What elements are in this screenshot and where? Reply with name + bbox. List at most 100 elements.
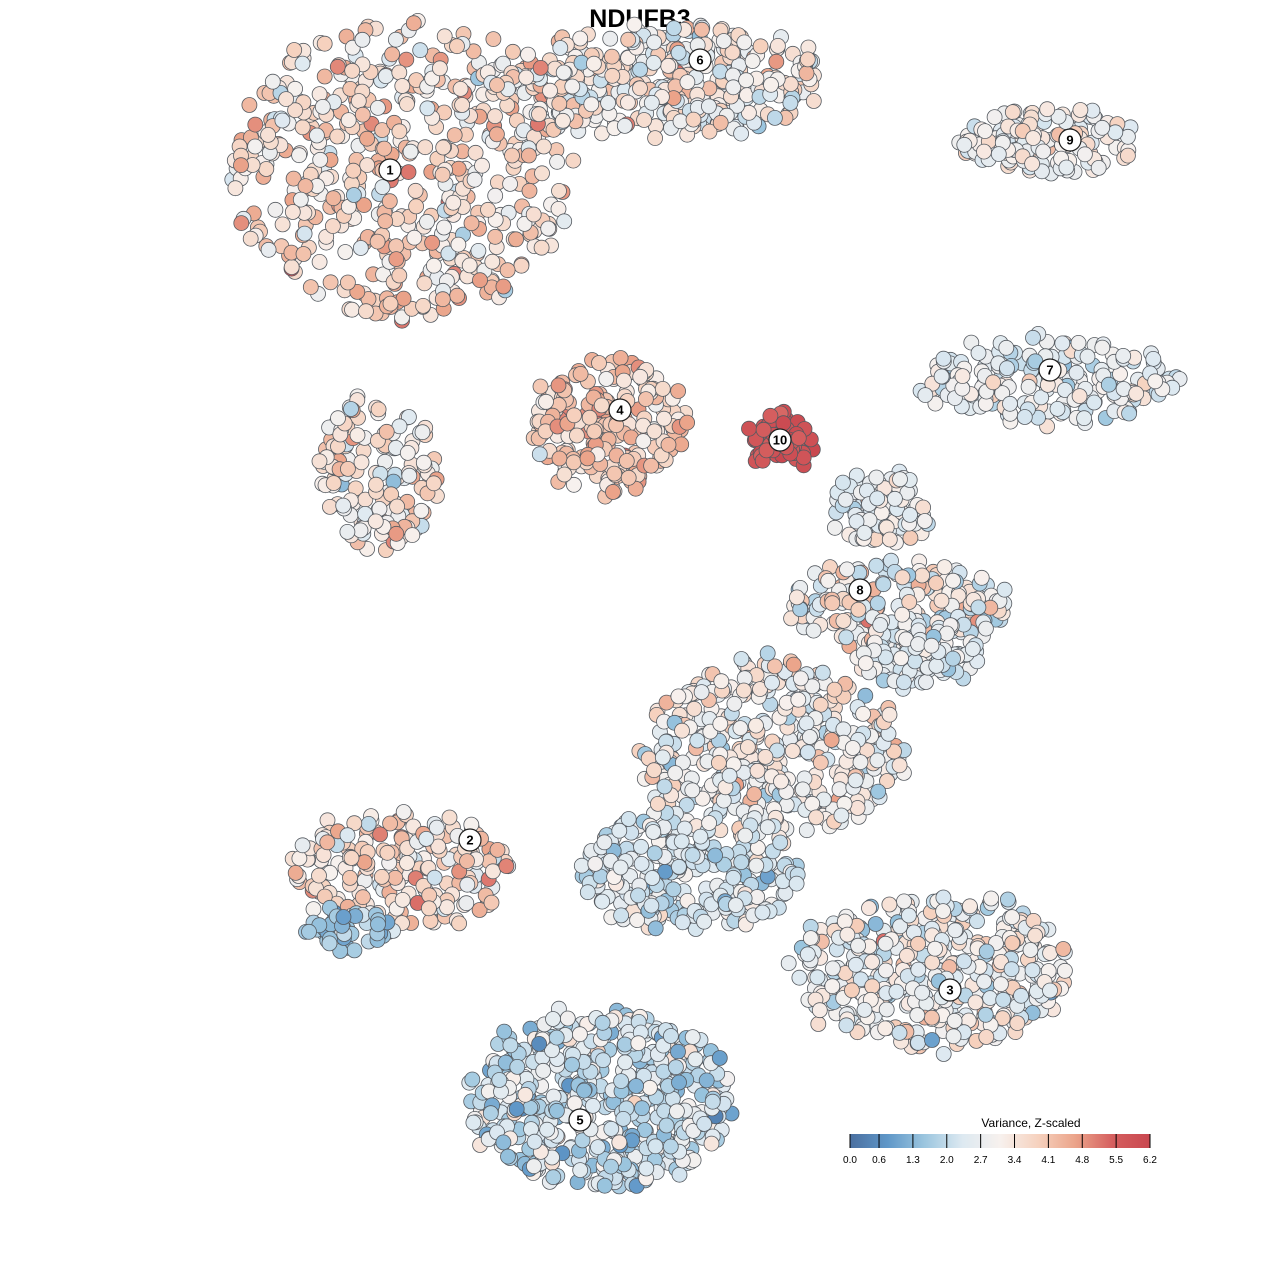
cell-point (983, 890, 999, 907)
cell-point (848, 956, 864, 973)
cell-point (824, 960, 841, 977)
cell-point (346, 942, 363, 959)
cell-point (521, 182, 538, 199)
cell-point (319, 834, 336, 851)
cell-point (733, 854, 750, 871)
cell-point (809, 969, 826, 986)
cell-point (856, 525, 873, 541)
cell-point (564, 1056, 580, 1073)
cell-point (956, 953, 972, 970)
cell-point (970, 599, 987, 616)
cell-point (636, 112, 652, 128)
cell-point (287, 80, 304, 97)
cell-point (470, 242, 487, 259)
cell-point (247, 138, 264, 155)
cell-point (794, 781, 811, 798)
cell-point (605, 484, 621, 500)
cell-point (233, 215, 250, 232)
cell-point (391, 64, 408, 81)
cell-point (759, 645, 776, 662)
cell-point (360, 816, 377, 832)
cell-point (1003, 961, 1020, 978)
cell-point (606, 465, 623, 482)
cell-point (532, 60, 549, 76)
cell-point (1094, 339, 1111, 356)
cell-point (654, 380, 671, 397)
cell-point (1025, 130, 1042, 147)
cell-point (1070, 334, 1087, 351)
colorbar-tick-label: 5.5 (1109, 1155, 1123, 1166)
cell-point (346, 815, 363, 832)
cell-point (704, 1093, 721, 1110)
cell-point (508, 1101, 525, 1117)
cell-point (487, 187, 504, 204)
cell-point (339, 274, 356, 291)
cell-point (660, 436, 677, 453)
cell-point (308, 127, 325, 144)
cell-point (382, 295, 399, 312)
cell-point (551, 95, 568, 112)
cell-point (999, 360, 1015, 377)
cell-point (483, 894, 500, 911)
cell-point (598, 371, 615, 387)
cell-point (826, 681, 843, 698)
cell-point (633, 856, 650, 872)
cell-point (798, 65, 815, 82)
cell-point (572, 30, 589, 47)
cell-point (415, 454, 432, 471)
cell-point (569, 427, 585, 444)
cell-point (935, 903, 951, 919)
cell-point (1071, 388, 1088, 405)
cell-point (788, 875, 805, 892)
cell-point (616, 372, 632, 389)
cell-point (802, 729, 818, 745)
cell-point (227, 180, 244, 197)
cell-point (784, 743, 801, 759)
cell-point (294, 55, 311, 72)
cell-point (798, 715, 815, 732)
cell-point (1079, 348, 1096, 365)
cell-point (593, 397, 610, 414)
cell-point (790, 430, 807, 447)
cell-point (839, 926, 856, 943)
cell-point (990, 146, 1007, 163)
cell-point (274, 216, 291, 233)
cell-point (671, 858, 687, 875)
cluster-label-text: 4 (616, 403, 624, 418)
cell-point (973, 569, 990, 586)
cell-point (656, 778, 673, 795)
cell-point (339, 827, 356, 844)
cell-point (586, 423, 603, 440)
cell-point (509, 1059, 526, 1075)
cell-point (572, 1026, 588, 1043)
cell-point (474, 157, 490, 174)
cell-point (923, 1009, 940, 1026)
cell-point (440, 245, 457, 262)
cell-point (799, 946, 816, 963)
cell-point (790, 691, 807, 708)
cell-point (1054, 335, 1071, 352)
cell-point (693, 21, 710, 38)
cell-point (909, 1007, 926, 1023)
cell-point (316, 35, 333, 52)
cell-point (864, 978, 881, 995)
cell-point (579, 884, 596, 901)
cell-point (312, 151, 329, 168)
cell-point (613, 907, 629, 924)
cell-point (1020, 378, 1037, 395)
cell-point (330, 410, 346, 427)
cell-point (689, 732, 706, 749)
cell-point (1016, 409, 1033, 425)
cell-point (896, 674, 912, 691)
cell-point (465, 43, 482, 60)
cell-point (488, 126, 505, 143)
cell-point (752, 38, 769, 55)
colorbar-tick-label: 4.8 (1075, 1155, 1089, 1166)
cell-point (917, 387, 934, 404)
cell-point (434, 291, 451, 308)
cluster-label-text: 6 (696, 53, 703, 68)
cell-point (425, 475, 442, 492)
cell-point (936, 559, 953, 575)
cell-point (534, 165, 550, 182)
cell-point (1121, 405, 1137, 422)
